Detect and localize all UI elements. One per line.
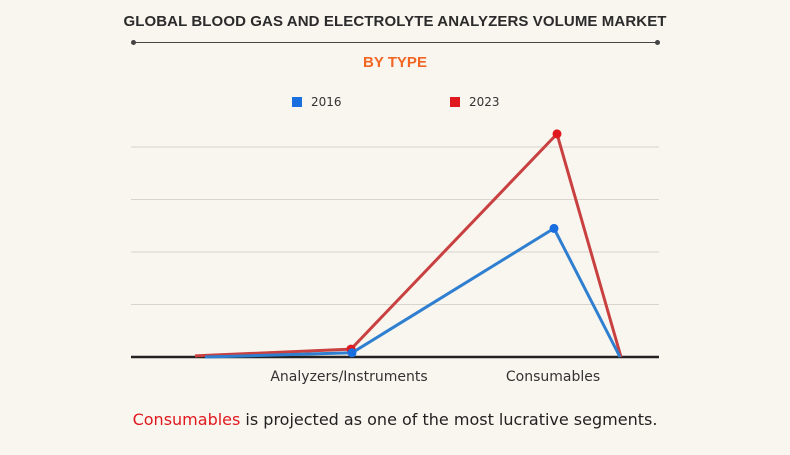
legend-swatch-2016 (292, 97, 302, 107)
chart-subtitle: BY TYPE (363, 54, 427, 71)
series-line-2023 (194, 132, 623, 358)
caption: Consumables is projected as one of the m… (0, 410, 790, 429)
data-point-2016-consumables (549, 223, 559, 233)
data-point-2016-analyzers (347, 348, 357, 358)
legend-label-2023: 2023 (469, 95, 500, 109)
caption-highlight: Consumables (132, 410, 241, 429)
x-tick-label-consumables: Consumables (506, 369, 600, 385)
legend-item-2023: 2023 (450, 95, 500, 109)
legend-swatch-2023 (450, 97, 460, 107)
series-line-2016 (204, 226, 622, 359)
caption-text: is projected as one of the most lucrativ… (240, 410, 658, 429)
chart-title: GLOBAL BLOOD GAS AND ELECTROLYTE ANALYZE… (123, 13, 667, 30)
data-point-2023-consumables (552, 129, 562, 139)
legend-label-2016: 2016 (311, 95, 342, 109)
title-rule (133, 42, 657, 43)
legend-item-2016: 2016 (292, 95, 342, 109)
x-tick-label-analyzers: Analyzers/Instruments (270, 369, 427, 385)
title-rule-right-dot (655, 40, 660, 45)
